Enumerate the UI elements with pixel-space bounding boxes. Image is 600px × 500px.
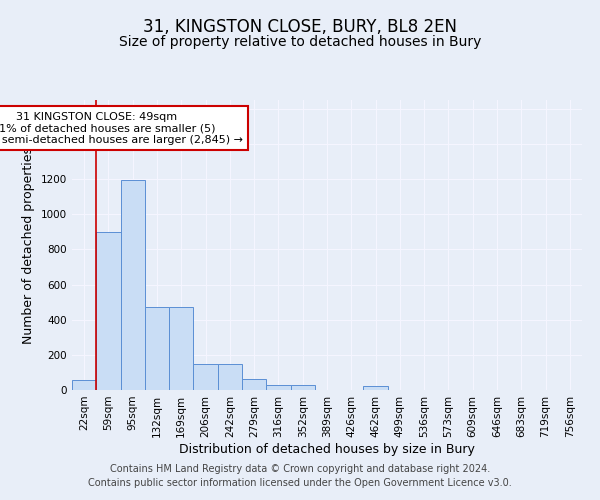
Bar <box>72 380 96 390</box>
Bar <box>193 364 218 390</box>
Text: Size of property relative to detached houses in Bury: Size of property relative to detached ho… <box>119 35 481 49</box>
Bar <box>96 232 121 390</box>
Bar <box>290 384 315 390</box>
Text: 31 KINGSTON CLOSE: 49sqm
← <1% of detached houses are smaller (5)
>99% of semi-d: 31 KINGSTON CLOSE: 49sqm ← <1% of detach… <box>0 112 243 144</box>
Bar <box>242 380 266 390</box>
X-axis label: Distribution of detached houses by size in Bury: Distribution of detached houses by size … <box>179 442 475 456</box>
Text: Contains HM Land Registry data © Crown copyright and database right 2024.
Contai: Contains HM Land Registry data © Crown c… <box>88 464 512 487</box>
Text: 31, KINGSTON CLOSE, BURY, BL8 2EN: 31, KINGSTON CLOSE, BURY, BL8 2EN <box>143 18 457 36</box>
Bar <box>218 364 242 390</box>
Bar <box>266 384 290 390</box>
Bar <box>145 308 169 390</box>
Bar <box>364 386 388 390</box>
Y-axis label: Number of detached properties: Number of detached properties <box>22 146 35 344</box>
Bar <box>169 308 193 390</box>
Bar <box>121 180 145 390</box>
